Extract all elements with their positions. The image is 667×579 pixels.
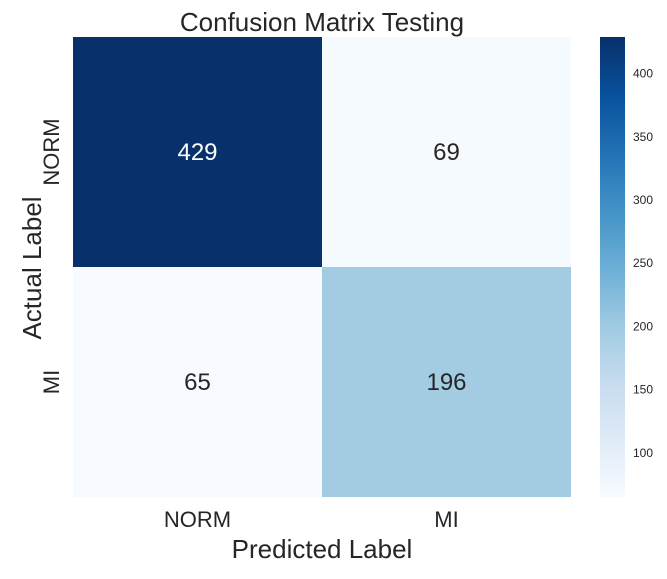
heatmap-cell bbox=[322, 37, 571, 267]
cell-annotations: 429 69 65 196 bbox=[177, 139, 466, 396]
colorbar-tick-label: 350 bbox=[633, 130, 653, 144]
heatmap-cell bbox=[73, 37, 322, 267]
heatmap-cell bbox=[322, 267, 571, 497]
colorbar-tick-labels: 100 150 200 250 300 350 400 bbox=[633, 67, 653, 460]
x-tick-labels: NORM MI bbox=[164, 507, 459, 532]
y-tick-label: MI bbox=[39, 370, 64, 394]
heatmap-cell bbox=[73, 267, 322, 497]
x-axis-label: Predicted Label bbox=[232, 534, 413, 564]
chart-title: Confusion Matrix Testing bbox=[180, 7, 464, 37]
colorbar-tick-label: 200 bbox=[633, 319, 653, 333]
y-tick-label: NORM bbox=[39, 118, 64, 185]
heatmap-cells bbox=[73, 37, 571, 497]
cell-value-label: 69 bbox=[433, 139, 460, 166]
x-tick-label: MI bbox=[434, 507, 458, 532]
colorbar-tick-label: 250 bbox=[633, 256, 653, 270]
cell-value-label: 429 bbox=[177, 139, 217, 166]
y-axis-label: Actual Label bbox=[17, 196, 47, 339]
colorbar-tick-label: 150 bbox=[633, 383, 653, 397]
colorbar-tick-label: 400 bbox=[633, 67, 653, 81]
colorbar-tick-label: 300 bbox=[633, 193, 653, 207]
colorbar-tick-label: 100 bbox=[633, 446, 653, 460]
cell-value-label: 65 bbox=[184, 369, 211, 396]
colorbar bbox=[600, 37, 625, 497]
x-tick-label: NORM bbox=[164, 507, 231, 532]
cell-value-label: 196 bbox=[426, 369, 466, 396]
y-tick-labels: NORM MI bbox=[39, 118, 64, 394]
